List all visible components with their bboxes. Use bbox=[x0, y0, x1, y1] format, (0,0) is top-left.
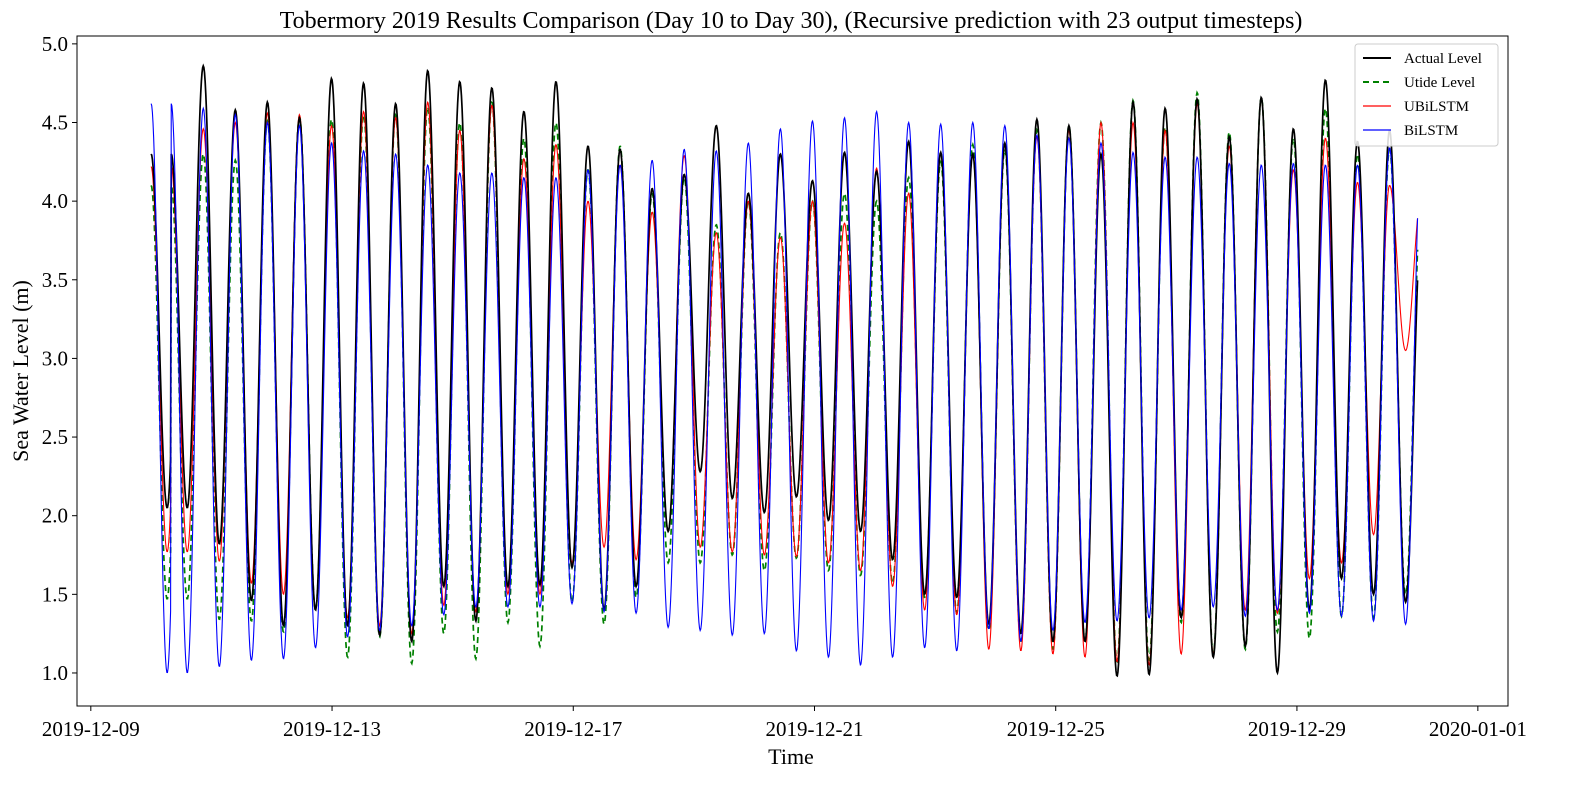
legend-label: BiLSTM bbox=[1404, 123, 1458, 139]
x-tick-label: 2019-12-29 bbox=[1248, 717, 1346, 741]
y-tick-label: 2.0 bbox=[42, 504, 68, 528]
y-axis: 1.0 1.5 2.0 2.5 3.0 3.5 4.0 4.5 5.0 bbox=[42, 32, 77, 685]
y-tick-label: 3.0 bbox=[42, 346, 68, 370]
y-tick-label: 2.5 bbox=[42, 425, 68, 449]
x-tick-label: 2019-12-09 bbox=[42, 717, 140, 741]
legend-label: UBiLSTM bbox=[1404, 99, 1469, 115]
x-axis: 2019-12-09 2019-12-13 2019-12-17 2019-12-21… bbox=[42, 706, 1527, 741]
x-tick-label: 2019-12-25 bbox=[1007, 717, 1105, 741]
x-tick-label: 2019-12-21 bbox=[765, 717, 863, 741]
legend: Actual Level Utide Level UBiLSTM BiLSTM bbox=[1354, 43, 1499, 147]
series-line-actual-level bbox=[150, 63, 1419, 678]
series-line-bilstm bbox=[150, 103, 1419, 674]
y-tick-label: 4.5 bbox=[42, 111, 68, 135]
legend-box bbox=[1354, 43, 1499, 147]
y-tick-label: 1.0 bbox=[42, 661, 68, 685]
y-tick-label: 5.0 bbox=[42, 32, 68, 56]
y-tick-label: 3.5 bbox=[42, 268, 68, 292]
legend-label: Utide Level bbox=[1404, 75, 1475, 91]
x-tick-label: 2019-12-13 bbox=[283, 717, 381, 741]
y-axis-label: Sea Water Level (m) bbox=[8, 280, 33, 462]
series-lines bbox=[150, 63, 1419, 678]
plot-frame bbox=[76, 35, 1509, 707]
x-axis-label: Time bbox=[768, 744, 814, 769]
legend-label: Actual Level bbox=[1404, 51, 1482, 67]
y-tick-label: 4.0 bbox=[42, 189, 68, 213]
y-tick-label: 1.5 bbox=[42, 582, 68, 606]
x-tick-label: 2019-12-17 bbox=[524, 717, 622, 741]
x-tick-label: 2020-01-01 bbox=[1429, 717, 1527, 741]
chart-title: Tobermory 2019 Results Comparison (Day 1… bbox=[280, 8, 1303, 34]
